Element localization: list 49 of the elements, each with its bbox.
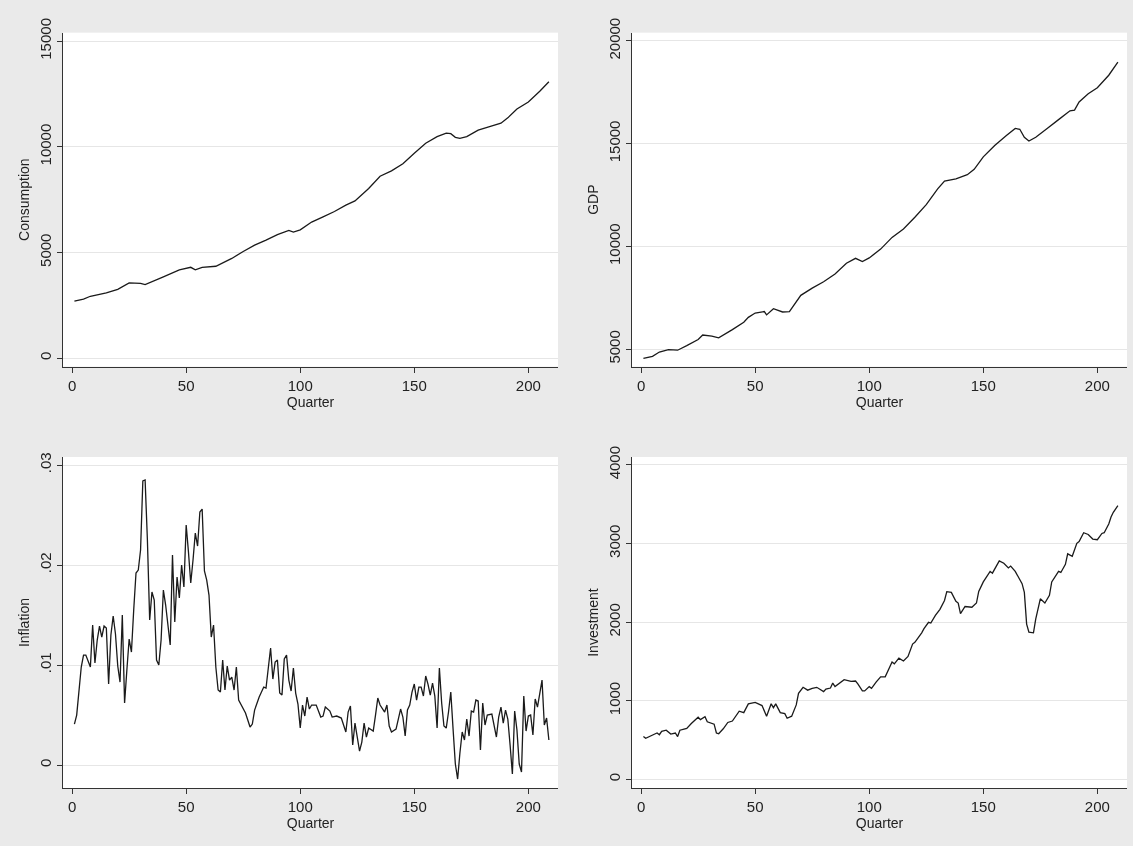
y-tick-label: 0 <box>606 772 623 782</box>
line-series <box>73 479 550 780</box>
x-tick-label: 200 <box>1084 798 1110 816</box>
y-axis-title: GDP <box>584 184 601 215</box>
x-axis-title: Quarter <box>286 393 335 410</box>
y-axis-title: Consumption <box>15 158 32 241</box>
y-tick-label: 20000 <box>606 17 623 60</box>
x-tick-label: 200 <box>1084 376 1110 394</box>
x-tick-label: 0 <box>67 798 77 816</box>
y-tick-label: 4000 <box>606 445 623 480</box>
y-tick-label: 0 <box>37 351 54 361</box>
y-tick-label: 3000 <box>606 524 623 558</box>
x-tick-label: 150 <box>970 798 996 816</box>
x-tick-label: 100 <box>856 798 882 816</box>
y-tick-label: 5000 <box>37 233 54 267</box>
line-series <box>642 61 1119 360</box>
x-tick-label: 0 <box>67 376 77 394</box>
y-tick-label: .01 <box>37 652 54 674</box>
line-series <box>642 505 1119 739</box>
y-tick-label: 5000 <box>606 330 623 364</box>
x-tick-label: 150 <box>401 798 427 816</box>
y-tick-label: 10000 <box>606 223 623 266</box>
x-tick-label: 100 <box>287 798 313 816</box>
x-tick-label: 0 <box>636 376 646 394</box>
x-axis-title: Quarter <box>855 815 904 832</box>
x-axis-title: Quarter <box>855 393 904 410</box>
y-tick-label: 15000 <box>37 18 54 60</box>
x-axis-title: Quarter <box>286 815 335 832</box>
x-tick-label: 0 <box>636 798 646 816</box>
y-tick-label: 10000 <box>37 123 54 166</box>
x-tick-label: 150 <box>401 376 427 394</box>
y-tick-label: .03 <box>37 452 54 474</box>
x-tick-label: 100 <box>287 376 313 394</box>
x-tick-label: 200 <box>515 376 541 394</box>
x-tick-label: 50 <box>746 376 764 394</box>
y-tick-label: 1000 <box>606 681 623 716</box>
x-tick-label: 50 <box>746 798 764 816</box>
y-tick-label: 15000 <box>606 120 623 163</box>
x-tick-label: 100 <box>856 376 882 394</box>
y-tick-label: .02 <box>37 552 54 574</box>
line-series <box>73 81 550 302</box>
y-axis-title: Investment <box>584 588 601 657</box>
x-tick-label: 50 <box>177 798 195 816</box>
y-tick-label: 2000 <box>606 603 623 637</box>
x-tick-label: 50 <box>177 376 195 394</box>
y-axis-title: Inflation <box>15 598 32 648</box>
x-tick-label: 200 <box>515 798 541 816</box>
y-tick-label: 0 <box>37 758 54 767</box>
x-tick-label: 150 <box>970 376 996 394</box>
